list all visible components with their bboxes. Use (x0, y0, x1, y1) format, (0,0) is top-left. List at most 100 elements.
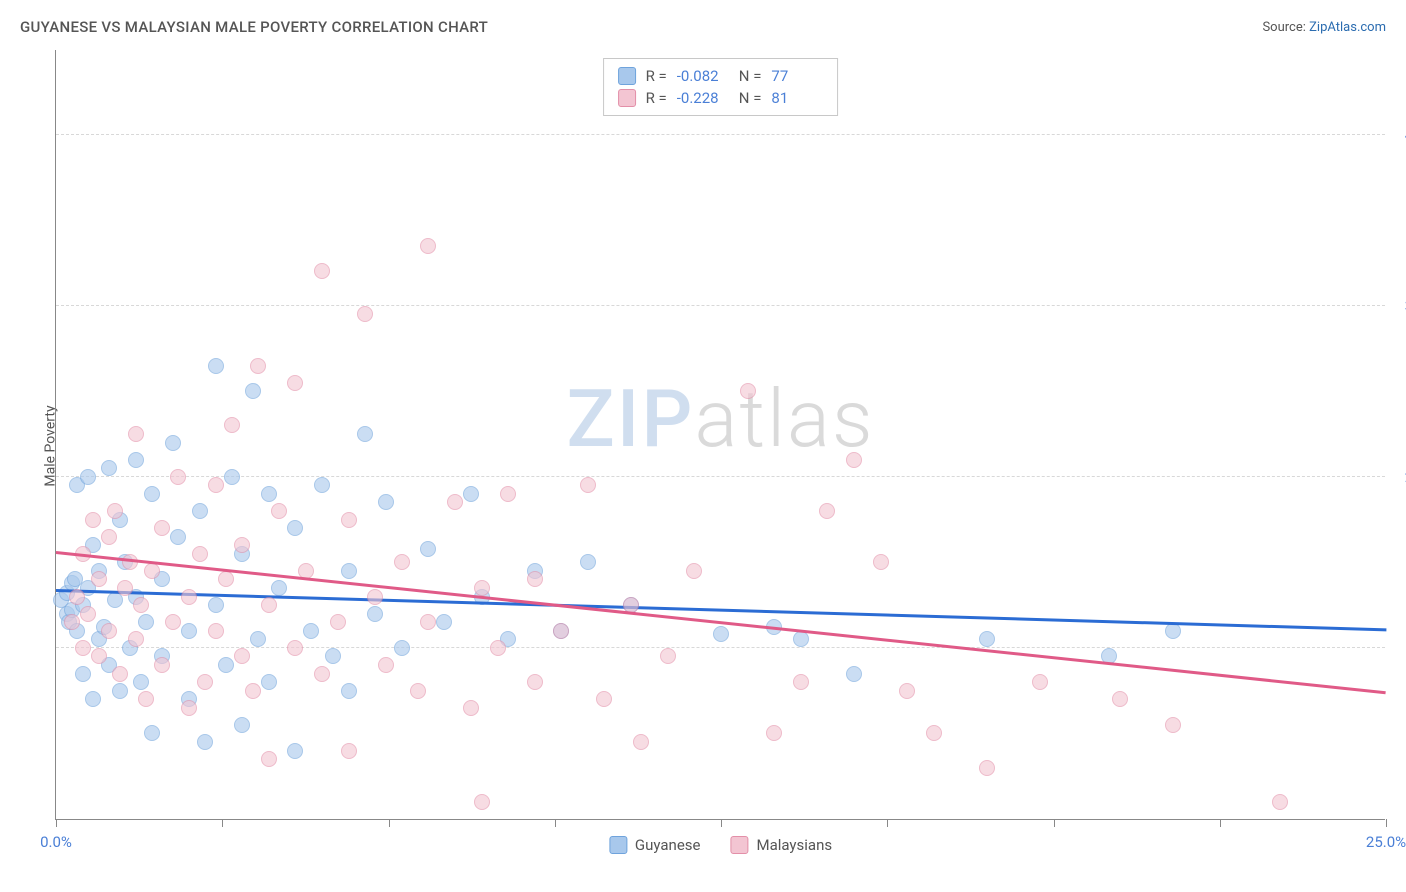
data-point (490, 640, 506, 656)
data-point (341, 683, 357, 699)
data-point (474, 794, 490, 810)
data-point (261, 674, 277, 690)
data-point (101, 529, 117, 545)
data-point (154, 657, 170, 673)
data-point (181, 700, 197, 716)
legend-label-2: Malaysians (756, 836, 832, 854)
legend-swatch-1 (609, 836, 627, 854)
scatter-plot-area: ZIPatlas R = -0.082 N = 77 R = -0.228 N … (55, 50, 1385, 820)
data-point (261, 486, 277, 502)
data-point (64, 614, 80, 630)
data-point (250, 358, 266, 374)
data-point (341, 512, 357, 528)
data-point (367, 606, 383, 622)
data-point (287, 743, 303, 759)
legend-label-1: Guyanese (635, 836, 701, 854)
stats-n-value-1: 77 (771, 67, 823, 85)
data-point (463, 700, 479, 716)
data-point (713, 626, 729, 642)
data-point (420, 238, 436, 254)
data-point (341, 563, 357, 579)
data-point (1032, 674, 1048, 690)
data-point (91, 571, 107, 587)
data-point (846, 452, 862, 468)
data-point (133, 674, 149, 690)
data-point (474, 580, 490, 596)
data-point (660, 648, 676, 664)
source-label: Source: (1262, 20, 1305, 35)
data-point (979, 760, 995, 776)
data-point (447, 494, 463, 510)
data-point (154, 520, 170, 536)
data-point (314, 666, 330, 682)
data-point (128, 452, 144, 468)
x-tick (222, 819, 223, 827)
legend: Guyanese Malaysians (609, 836, 832, 854)
data-point (250, 631, 266, 647)
data-point (899, 683, 915, 699)
data-point (91, 648, 107, 664)
data-point (527, 674, 543, 690)
stats-r-label-2: R = (646, 89, 667, 107)
y-tick-label: 40.0% (1397, 126, 1406, 144)
data-point (245, 683, 261, 699)
data-point (112, 683, 128, 699)
data-point (341, 743, 357, 759)
stats-r-value-1: -0.082 (677, 67, 729, 85)
data-point (873, 554, 889, 570)
stats-r-value-2: -0.228 (677, 89, 729, 107)
legend-item-2: Malaysians (730, 836, 832, 854)
data-point (500, 486, 516, 502)
y-tick-label: 10.0% (1397, 639, 1406, 657)
header-row: GUYANESE VS MALAYSIAN MALE POVERTY CORRE… (20, 18, 1386, 36)
data-point (165, 614, 181, 630)
data-point (287, 640, 303, 656)
data-point (144, 725, 160, 741)
data-point (144, 563, 160, 579)
data-point (208, 477, 224, 493)
y-tick-label: 20.0% (1397, 468, 1406, 486)
source-link[interactable]: ZipAtlas.com (1309, 20, 1386, 35)
data-point (463, 486, 479, 502)
data-point (128, 631, 144, 647)
x-tick (1386, 819, 1387, 827)
data-point (580, 554, 596, 570)
data-point (394, 554, 410, 570)
legend-item-1: Guyanese (609, 836, 701, 854)
swatch-series-2 (618, 89, 636, 107)
data-point (287, 520, 303, 536)
data-point (101, 623, 117, 639)
data-point (357, 426, 373, 442)
data-point (75, 640, 91, 656)
data-point (1272, 794, 1288, 810)
gridline (56, 134, 1385, 135)
source-attribution: Source: ZipAtlas.com (1262, 20, 1386, 35)
data-point (410, 683, 426, 699)
x-tick-label: 25.0% (1366, 833, 1406, 851)
data-point (740, 383, 756, 399)
data-point (314, 263, 330, 279)
data-point (208, 623, 224, 639)
data-point (128, 426, 144, 442)
data-point (234, 648, 250, 664)
data-point (819, 503, 835, 519)
data-point (1165, 717, 1181, 733)
data-point (181, 623, 197, 639)
data-point (357, 306, 373, 322)
data-point (112, 666, 128, 682)
x-tick (1054, 819, 1055, 827)
data-point (325, 648, 341, 664)
data-point (926, 725, 942, 741)
data-point (208, 358, 224, 374)
data-point (367, 589, 383, 605)
data-point (303, 623, 319, 639)
data-point (192, 503, 208, 519)
data-point (192, 546, 208, 562)
data-point (138, 691, 154, 707)
gridline (56, 476, 1385, 477)
data-point (1112, 691, 1128, 707)
stats-n-value-2: 81 (771, 89, 823, 107)
data-point (271, 503, 287, 519)
stats-row-2: R = -0.228 N = 81 (618, 87, 824, 109)
x-tick (721, 819, 722, 827)
